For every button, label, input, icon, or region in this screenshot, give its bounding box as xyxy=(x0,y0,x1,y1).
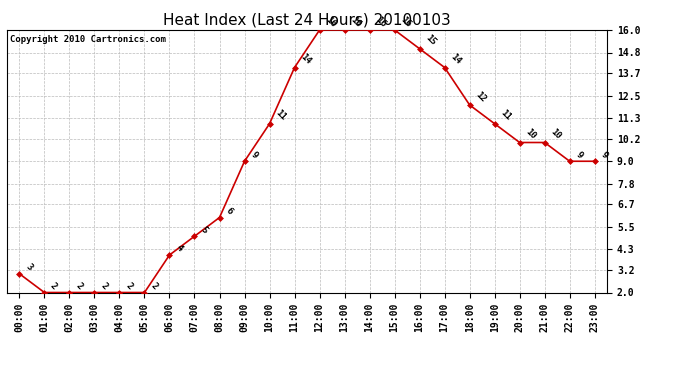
Text: 11: 11 xyxy=(274,108,288,122)
Text: 12: 12 xyxy=(474,90,488,104)
Text: Copyright 2010 Cartronics.com: Copyright 2010 Cartronics.com xyxy=(10,35,166,44)
Text: 2: 2 xyxy=(148,281,159,291)
Text: 9: 9 xyxy=(248,150,259,160)
Text: 4: 4 xyxy=(174,243,184,254)
Text: 5: 5 xyxy=(199,225,209,235)
Text: 2: 2 xyxy=(48,281,59,291)
Text: 2: 2 xyxy=(99,281,109,291)
Text: 3: 3 xyxy=(23,262,34,272)
Text: 14: 14 xyxy=(448,52,463,66)
Text: 16: 16 xyxy=(324,15,337,28)
Text: 10: 10 xyxy=(549,127,563,141)
Text: 16: 16 xyxy=(374,15,388,28)
Text: 6: 6 xyxy=(224,206,234,216)
Text: 2: 2 xyxy=(74,281,83,291)
Text: 14: 14 xyxy=(299,52,313,66)
Text: 9: 9 xyxy=(599,150,609,160)
Text: 10: 10 xyxy=(524,127,538,141)
Title: Heat Index (Last 24 Hours) 20100103: Heat Index (Last 24 Hours) 20100103 xyxy=(163,12,451,27)
Text: 2: 2 xyxy=(124,281,134,291)
Text: 16: 16 xyxy=(399,15,413,28)
Text: 16: 16 xyxy=(348,15,363,28)
Text: 15: 15 xyxy=(424,33,437,47)
Text: 11: 11 xyxy=(499,108,513,122)
Text: 9: 9 xyxy=(574,150,584,160)
